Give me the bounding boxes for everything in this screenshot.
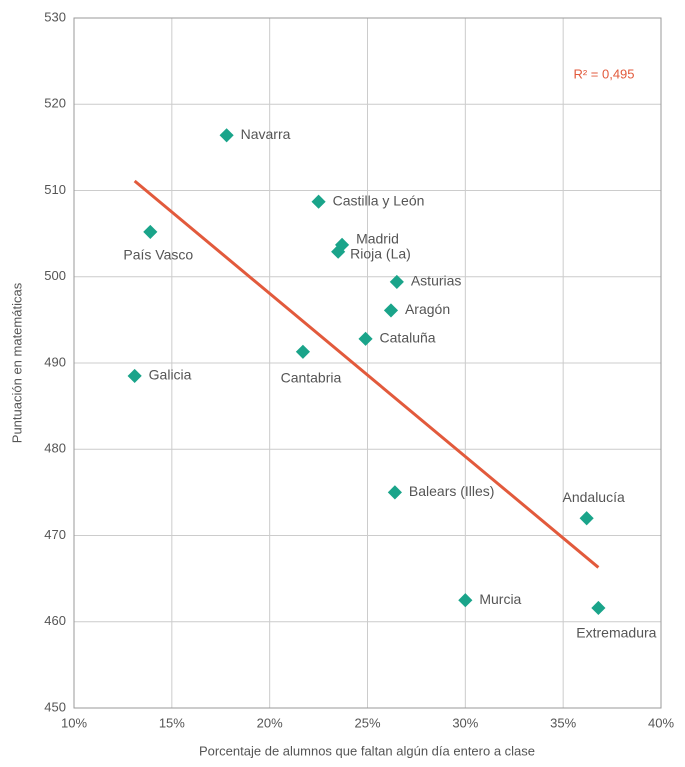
point-label: Extremadura: [576, 625, 656, 641]
point: [311, 194, 326, 209]
x-tick-label: 30%: [452, 715, 478, 730]
plot-border: [73, 17, 662, 709]
point-label: Aragón: [405, 301, 450, 317]
y-axis-label: Puntuación en matemáticas: [9, 282, 24, 443]
point-label: Asturias: [411, 273, 462, 289]
y-tick-label: 530: [44, 9, 66, 24]
point-label: País Vasco: [123, 247, 193, 263]
point: [295, 344, 311, 359]
r2-annotation: R² = 0,495: [573, 66, 634, 81]
point-label: Cantabria: [281, 369, 342, 385]
y-tick-label: 450: [44, 699, 66, 714]
y-tick-label: 500: [44, 268, 66, 283]
point: [389, 274, 404, 289]
point: [387, 485, 402, 500]
point: [127, 368, 142, 384]
point-label: Cataluña: [380, 330, 436, 346]
x-tick-label: 10%: [61, 715, 87, 730]
point-label: Navarra: [241, 126, 291, 142]
point: [143, 224, 158, 239]
point: [591, 600, 606, 616]
point-label: Andalucía: [563, 489, 625, 505]
point: [458, 593, 473, 608]
x-axis-label: Porcentaje de alumnos que faltan algún d…: [199, 743, 535, 758]
point-label: Murcia: [479, 591, 521, 607]
point-label: Balears (Illes): [409, 483, 495, 499]
y-tick-label: 490: [44, 354, 66, 369]
x-tick-label: 35%: [550, 715, 576, 730]
x-tick-label: 40%: [648, 715, 674, 730]
y-tick-label: 460: [44, 613, 66, 628]
point-label: Madrid: [356, 231, 399, 247]
point-label: Galicia: [149, 367, 192, 383]
x-tick-label: 20%: [257, 715, 283, 730]
y-tick-label: 520: [44, 96, 66, 111]
point: [358, 331, 373, 346]
x-tick-label: 15%: [159, 715, 185, 730]
trend-line: [133, 179, 600, 569]
x-tick-label: 25%: [354, 715, 380, 730]
point-label: Rioja (La): [350, 245, 411, 261]
y-tick-label: 480: [44, 441, 66, 456]
point: [579, 511, 594, 526]
point: [331, 244, 346, 259]
point: [383, 303, 399, 318]
y-tick-label: 510: [44, 182, 66, 197]
y-tick-label: 470: [44, 527, 66, 542]
point-label: Castilla y León: [333, 192, 425, 208]
point: [219, 128, 234, 143]
